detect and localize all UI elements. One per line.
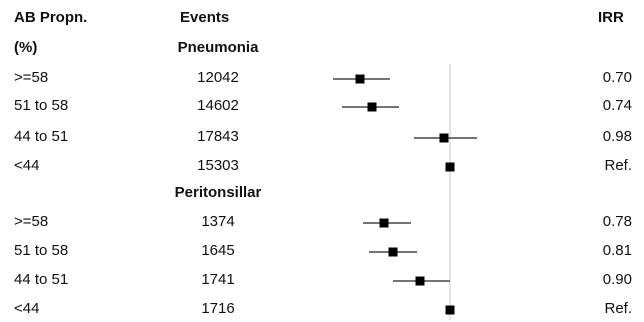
row-irr: Ref. [604,157,632,174]
row-label: <44 [14,300,40,317]
row-irr: 0.98 [602,128,632,145]
row-label: <44 [14,157,40,174]
row-label: 51 to 58 [14,242,69,259]
column-header-ab-propn: AB Propn. [14,9,88,26]
point-estimate [445,162,455,172]
point-estimate [379,218,389,228]
column-header-events: Events [180,9,230,26]
point-estimate [439,133,449,143]
row-irr: 0.78 [602,213,632,230]
row-irr: 0.74 [602,97,632,114]
row-label: 44 to 51 [14,128,69,145]
row-irr: 0.90 [602,271,632,288]
row-irr: 0.70 [602,69,632,86]
column-header-irr: IRR [598,9,624,26]
row-label: >=58 [14,213,49,230]
row-label: 44 to 51 [14,271,69,288]
column-header-ab-propn-unit: (%) [14,39,38,56]
row-irr: Ref. [604,300,632,317]
row-events: 1741 [201,271,235,288]
row-events: 15303 [197,157,239,174]
row-events: 12042 [197,69,239,86]
point-estimate [367,102,377,112]
point-estimate [355,74,365,84]
point-estimate [415,276,425,286]
row-label: 51 to 58 [14,97,69,114]
row-events: 14602 [197,97,239,114]
row-label: >=58 [14,69,49,86]
point-estimate [445,305,455,315]
row-events: 17843 [197,128,239,145]
row-events: 1716 [201,300,235,317]
row-events: 1374 [201,213,235,230]
group-title: Peritonsillar [174,184,262,201]
group-title: Pneumonia [177,39,259,56]
row-irr: 0.81 [602,242,632,259]
row-events: 1645 [201,242,235,259]
point-estimate [388,247,398,257]
